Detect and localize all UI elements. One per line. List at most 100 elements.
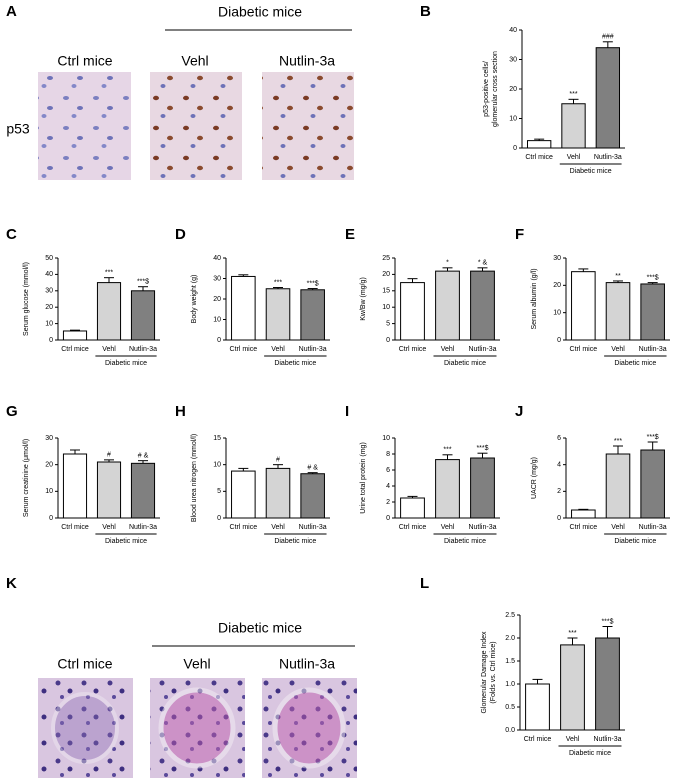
y-axis-label: Serum glucose (mmol/l)	[23, 262, 30, 336]
glomerulus	[51, 692, 119, 764]
y-axis-label: Body weight (g)	[191, 275, 198, 324]
y-tick-label: 10	[382, 304, 390, 311]
y-tick-label: 6	[386, 467, 390, 474]
significance: ***	[569, 91, 577, 98]
bar	[130, 462, 156, 519]
y-tick-label: 10	[45, 488, 53, 495]
x-tick-label: Nutlin-3a	[299, 524, 327, 531]
significance: * &	[478, 260, 488, 267]
panel-letter: I	[345, 403, 349, 420]
y-tick-label: 4	[386, 483, 390, 490]
bar	[526, 140, 552, 149]
y-tick-label: 0	[49, 515, 53, 522]
x-tick-label: Nutlin-3a	[129, 346, 157, 353]
significance: ***	[443, 447, 451, 454]
bar	[130, 290, 156, 341]
x-tick-label: Ctrl mice	[230, 346, 258, 353]
y-tick-label: 8	[386, 451, 390, 458]
y-tick-label: 30	[45, 435, 53, 442]
y-tick-label: 1.5	[505, 658, 515, 665]
glomerulus	[158, 687, 236, 769]
y-tick-label: 10	[509, 115, 517, 122]
x-tick-label: Nutlin-3a	[468, 346, 496, 353]
y-tick-label: 2	[386, 499, 390, 506]
x-tick-label: Vehl	[271, 524, 285, 531]
y-tick-label: 0	[513, 145, 517, 152]
significance: ***	[105, 270, 113, 277]
x-tick-label: Nutlin-3a	[299, 346, 327, 353]
bar	[300, 473, 325, 519]
micrograph	[150, 72, 242, 180]
y-tick-label: 50	[45, 255, 53, 262]
panel-letter: B	[420, 3, 431, 20]
y-tick-label: 10	[553, 310, 561, 317]
micrograph	[262, 72, 354, 180]
group-label: Diabetic mice	[105, 538, 147, 545]
y-axis-label: UACR (mg/g)	[531, 457, 538, 499]
column-header: Ctrl mice	[57, 53, 112, 69]
y-tick-label: 40	[509, 27, 517, 34]
bar	[300, 289, 325, 341]
panel-letter: J	[515, 403, 523, 420]
y-axis-label: Blood urea nitrogen (mmol/l)	[191, 434, 198, 522]
bar	[595, 47, 621, 149]
bar	[525, 683, 550, 731]
y-tick-label: 15	[213, 435, 221, 442]
group-header: Diabetic mice	[218, 4, 302, 20]
y-axis-label: p53-positive cells/	[483, 61, 490, 117]
bar	[595, 637, 620, 731]
x-tick-label: Ctrl mice	[399, 524, 427, 531]
significance: ***	[274, 279, 282, 286]
column-header: Vehl	[183, 656, 210, 672]
x-tick-label: Vehl	[441, 524, 455, 531]
y-tick-label: 0	[217, 515, 221, 522]
y-tick-label: 1.0	[505, 681, 515, 688]
x-tick-label: Vehl	[567, 154, 581, 161]
y-tick-label: 30	[213, 275, 221, 282]
significance: # &	[138, 453, 149, 460]
y-tick-label: 20	[382, 271, 390, 278]
bar	[265, 467, 291, 519]
y-tick-label: 0	[217, 337, 221, 344]
y-tick-label: 5	[386, 320, 390, 327]
x-tick-label: Nutlin-3a	[129, 524, 157, 531]
bar	[96, 282, 122, 341]
panel-letter: G	[6, 403, 18, 420]
y-tick-label: 30	[553, 255, 561, 262]
y-tick-label: 0.5	[505, 704, 515, 711]
y-tick-label: 15	[382, 288, 390, 295]
bar	[470, 270, 495, 341]
panel-letter: K	[6, 575, 17, 592]
bar	[561, 103, 586, 149]
panel-letter: E	[345, 226, 355, 243]
x-tick-label: Vehl	[611, 524, 625, 531]
significance: ***	[568, 630, 576, 637]
x-tick-label: Vehl	[102, 346, 116, 353]
y-tick-label: 2.0	[505, 635, 515, 642]
x-tick-label: Nutlin-3a	[594, 154, 622, 161]
x-tick-label: Vehl	[611, 346, 625, 353]
y-tick-label: 40	[213, 255, 221, 262]
bar	[605, 282, 631, 341]
panel-letter: C	[6, 226, 17, 243]
x-tick-label: Ctrl mice	[570, 524, 598, 531]
y-tick-label: 20	[213, 296, 221, 303]
bar	[560, 644, 585, 731]
y-tick-label: 6	[557, 435, 561, 442]
x-tick-label: Ctrl mice	[524, 736, 552, 743]
significance: ***$	[476, 445, 488, 452]
y-tick-label: 0	[557, 515, 561, 522]
panel-letter: D	[175, 226, 186, 243]
y-tick-label: 10	[213, 316, 221, 323]
group-label: Diabetic mice	[444, 360, 486, 367]
micrograph	[38, 678, 133, 778]
bar	[435, 270, 460, 341]
row-header: p53	[6, 121, 30, 137]
bar	[231, 275, 256, 341]
group-label: Diabetic mice	[274, 360, 316, 367]
significance: ***	[614, 438, 622, 445]
y-axis-label: Serum albumin (g/l)	[531, 268, 538, 329]
y-tick-label: 30	[509, 56, 517, 63]
glomerulus	[272, 687, 346, 769]
